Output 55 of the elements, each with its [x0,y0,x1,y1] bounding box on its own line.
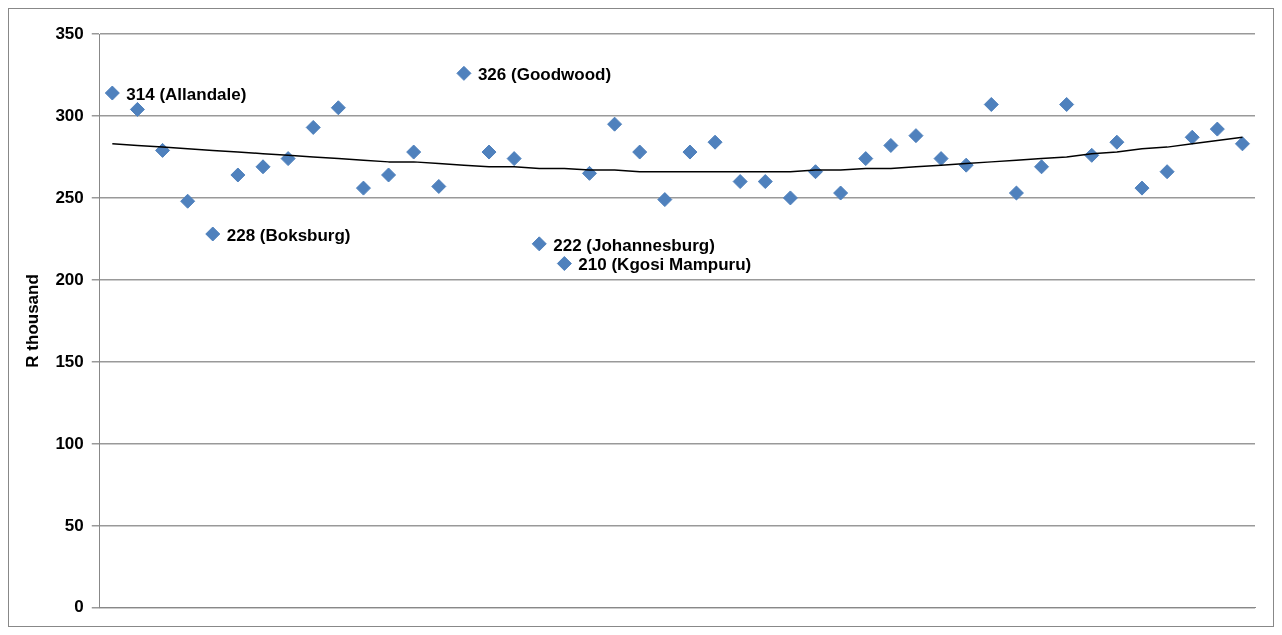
y-tick-label: 150 [55,351,84,371]
point [632,144,648,160]
y-axis-title: R thousand [22,274,42,368]
point [230,167,246,183]
point [129,101,145,117]
point [255,159,271,175]
point [330,100,346,116]
point [456,65,472,81]
y-tick-label: 250 [55,187,84,207]
point [757,174,773,190]
y-tick-label: 200 [55,269,84,289]
y-tick-label: 0 [74,597,84,617]
point [104,85,120,101]
point [355,180,371,196]
point [707,134,723,150]
point [381,167,397,183]
point [1209,121,1225,137]
point [531,236,547,252]
point [883,137,899,153]
point [1234,136,1250,152]
point [833,185,849,201]
point [1008,185,1024,201]
point [481,144,497,160]
data-label: 228 (Boksburg) [226,225,351,245]
point [205,226,221,242]
point [908,128,924,144]
point [682,144,698,160]
point [933,151,949,167]
y-tick-label: 100 [55,433,84,453]
y-tick-label: 50 [64,515,84,535]
point [1034,159,1050,175]
point [406,144,422,160]
point [280,151,296,167]
point [556,256,572,272]
point [732,174,748,190]
point [1109,134,1125,150]
point [782,190,798,206]
point [305,119,321,135]
point [1184,129,1200,145]
point [1134,180,1150,196]
point [431,178,447,194]
point [983,97,999,112]
point [180,193,196,209]
point [607,116,623,132]
data-label: 314 (Allandale) [126,84,247,104]
data-label: 210 (Kgosi Mampuru) [578,255,752,275]
point [1059,97,1075,112]
y-tick-label: 300 [55,105,84,125]
point [506,151,522,167]
point [657,192,673,208]
y-tick-label: 350 [55,23,84,43]
point [858,151,874,167]
data-label: 222 (Johannesburg) [553,235,715,255]
point [1159,164,1175,180]
data-label: 326 (Goodwood) [477,65,612,85]
